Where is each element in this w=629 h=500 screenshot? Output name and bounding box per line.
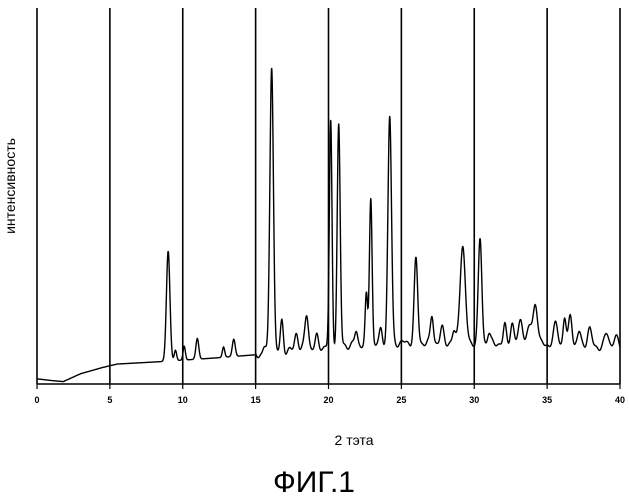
grid-lines bbox=[37, 8, 620, 384]
x-tick-label-20: 20 bbox=[323, 395, 333, 405]
x-axis-ticks: 0 5 10 15 20 25 30 35 40 bbox=[34, 384, 625, 405]
x-tick-label-10: 10 bbox=[178, 395, 188, 405]
x-tick-label-25: 25 bbox=[396, 395, 406, 405]
x-tick-label-40: 40 bbox=[615, 395, 625, 405]
x-tick-label-5: 5 bbox=[107, 395, 112, 405]
x-axis-label: 2 тэта bbox=[335, 432, 374, 448]
y-axis-label: интенсивность bbox=[2, 138, 18, 234]
x-tick-label-15: 15 bbox=[251, 395, 261, 405]
x-tick-label-30: 30 bbox=[469, 395, 479, 405]
figure-label: ФИГ.1 bbox=[273, 466, 355, 499]
x-tick-label-35: 35 bbox=[542, 395, 552, 405]
x-tick-label-0: 0 bbox=[34, 395, 39, 405]
